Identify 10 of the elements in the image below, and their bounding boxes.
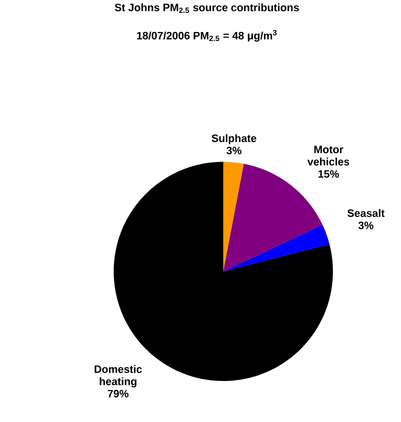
data-label: 15% — [318, 170, 339, 178]
chart-title: St Johns PM$_{2.5}$ source contributions — [114, 3, 299, 13]
slice-label: Seasalt — [347, 209, 385, 217]
slice-label: Sulphate — [212, 134, 256, 144]
data-label: 79% — [108, 390, 128, 398]
slice-label: Domestic heating — [94, 365, 142, 388]
data-label: 3% — [226, 146, 242, 154]
data-label: 3% — [358, 222, 374, 230]
chart-subtitle: 18/07/2006 PM$_{2.5}$ = 48 μg/m$^{3}$ — [137, 30, 277, 42]
slice-label: Motor vehicles — [307, 146, 350, 166]
